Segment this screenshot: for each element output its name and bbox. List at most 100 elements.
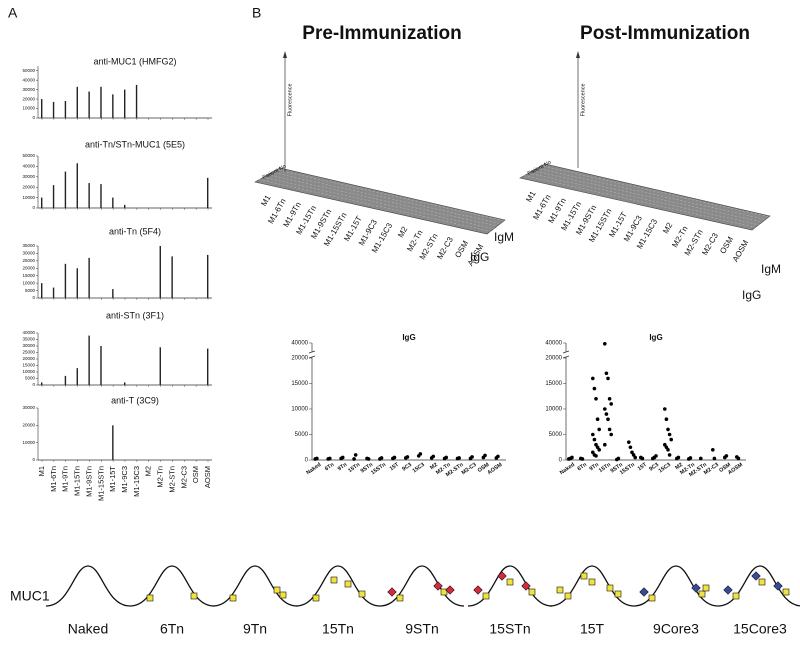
floor-line	[270, 171, 502, 224]
bar	[64, 171, 67, 208]
point	[669, 437, 673, 442]
bar	[52, 185, 55, 208]
y-tick-label: 20000	[22, 184, 35, 189]
panel-title: anti-T (3C9)	[111, 395, 159, 405]
point	[609, 432, 613, 437]
y-tick-label: 40000	[22, 77, 35, 82]
construct-label: 15T	[580, 621, 605, 637]
x-tick-label: AOSM	[203, 466, 212, 488]
bar	[124, 382, 126, 385]
glycan	[698, 590, 706, 598]
point	[640, 456, 645, 461]
y-tick-label: 10000	[22, 195, 35, 200]
x-tick-label: 15T	[389, 462, 401, 473]
point	[736, 456, 741, 461]
y-tick-label: 0	[32, 115, 35, 120]
x-tick-label: M2-C3	[461, 462, 478, 476]
x-tick-label: 9C3	[648, 462, 660, 473]
x-tick-label: M1-15STn	[96, 466, 105, 501]
glycan	[614, 590, 622, 598]
point	[352, 457, 356, 461]
glycan	[279, 591, 287, 599]
content: anti-MUC1 (HMFG2) 0 10000 20000 30000 40000 50…	[22, 51, 800, 637]
y-tick-label: 20000	[22, 356, 35, 361]
floor-line	[258, 179, 491, 232]
point	[580, 457, 585, 461]
x-tick-label: 15T	[637, 462, 649, 473]
glycan	[146, 594, 154, 602]
floor-line	[539, 165, 770, 218]
bar	[112, 425, 114, 460]
construct-label: 9Tn	[243, 621, 267, 637]
construct-label: 6Tn	[160, 621, 184, 637]
bar	[112, 289, 114, 298]
point	[663, 407, 667, 411]
point	[353, 453, 358, 457]
z-label: Fluorescence	[287, 83, 293, 116]
y-tick-label: 40000	[291, 341, 308, 347]
category-label: M2	[396, 225, 410, 240]
bar	[207, 348, 209, 385]
y-tick-label: 10000	[291, 407, 308, 413]
bar	[135, 84, 138, 118]
glycan	[732, 592, 740, 600]
x-tick-label: Naked	[559, 462, 576, 476]
y-tick-label: 40000	[545, 341, 562, 347]
glycan	[648, 594, 656, 602]
y-tick-label: 5000	[25, 288, 36, 293]
point	[444, 455, 449, 460]
point	[457, 456, 461, 460]
x-tick-label: M1-15C3	[132, 466, 141, 497]
y-tick-label: 20000	[545, 356, 562, 362]
point	[418, 452, 423, 456]
point	[597, 448, 601, 452]
category-label: M1	[259, 193, 273, 208]
bar	[112, 197, 114, 208]
x-tick-label: M2-STn	[167, 466, 176, 493]
glycan	[606, 584, 614, 592]
y-tick-label: 30000	[22, 174, 35, 179]
bar	[124, 204, 126, 208]
x-tick-label: 9C3	[401, 462, 413, 473]
y-tick-label: 0	[559, 458, 563, 464]
y-tick-label: 50000	[22, 68, 35, 73]
bar	[52, 287, 55, 298]
y-tick-label: 5000	[295, 432, 309, 438]
x-tick-label: M2	[674, 462, 684, 471]
floor-line	[531, 170, 763, 223]
bar	[41, 382, 43, 385]
igg-label: IgG	[470, 250, 489, 264]
glycan	[639, 587, 649, 597]
point	[664, 417, 669, 422]
point	[603, 442, 607, 447]
y-tick-label: 30000	[22, 87, 35, 92]
bar	[112, 94, 114, 118]
z-arrow	[283, 51, 287, 58]
y-tick-label: 20000	[22, 265, 35, 270]
x-tick-label: M2-C3	[179, 466, 188, 489]
muc1-backbone	[212, 565, 298, 607]
y-tick-label: 5000	[25, 376, 36, 381]
x-tick-label: M1-15T	[108, 466, 117, 492]
x-tick-label: 15STn	[370, 462, 387, 477]
muc1-backbone	[379, 565, 465, 607]
bar	[88, 183, 90, 208]
bar	[124, 89, 126, 118]
bar	[41, 197, 43, 208]
x-tick-label: 15Tn	[347, 462, 361, 475]
point	[340, 455, 345, 460]
x-tick-label: 15C3	[412, 462, 426, 474]
category-label: AOSM	[731, 238, 751, 263]
x-tick-label: 6Tn	[324, 462, 336, 473]
glycan	[506, 578, 514, 586]
y-tick-label: 10000	[22, 369, 35, 374]
point	[328, 456, 332, 461]
point	[594, 397, 598, 401]
glycan	[396, 594, 404, 602]
y-tick-label: 5000	[549, 432, 563, 438]
point	[666, 427, 670, 432]
muc1-backbone	[129, 565, 215, 607]
point	[379, 456, 384, 460]
glycan	[702, 584, 710, 592]
